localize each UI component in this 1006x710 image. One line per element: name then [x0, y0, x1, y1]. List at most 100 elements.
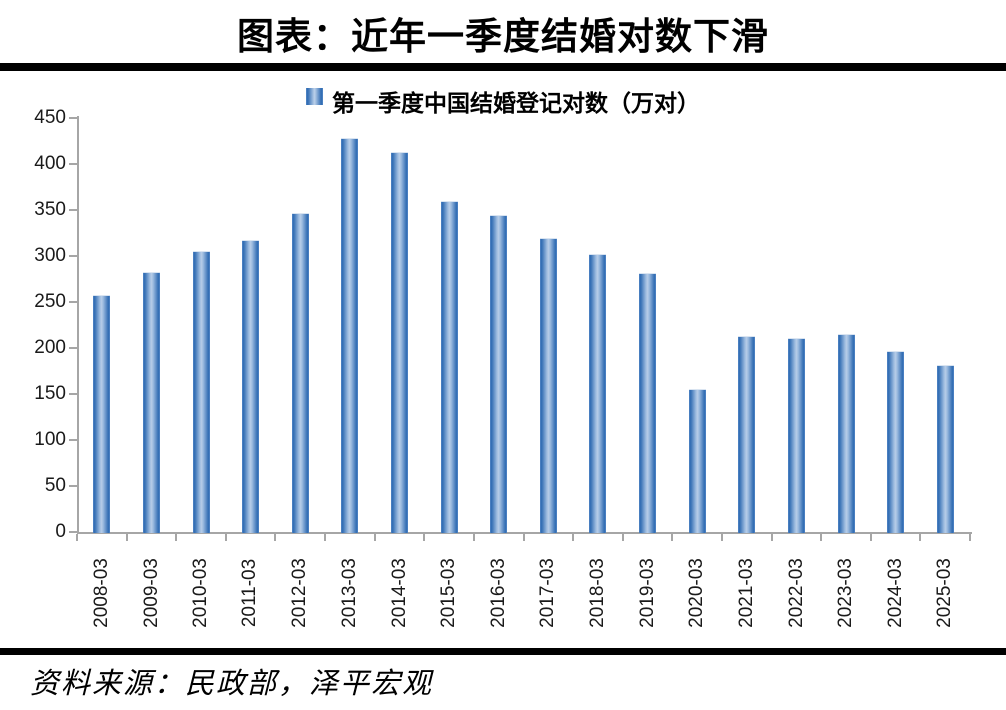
- source-note: 资料来源：民政部，泽平宏观: [30, 668, 434, 700]
- y-tick: [69, 485, 77, 487]
- top-divider: [0, 63, 1006, 71]
- bar-2014-03: [391, 152, 408, 533]
- x-label-text: 2016-03: [487, 558, 509, 628]
- x-tick: [125, 534, 128, 541]
- chart-title: 图表：近年一季度结婚对数下滑: [237, 17, 769, 58]
- x-label-text: 2021-03: [735, 558, 757, 628]
- y-tick: [69, 439, 77, 441]
- x-tick: [621, 534, 624, 541]
- y-tick-label: 400: [34, 153, 66, 174]
- bar-2013-03: [341, 138, 359, 533]
- x-label-2020-03: 2020-03: [672, 543, 722, 643]
- y-tick: [69, 255, 77, 257]
- x-tick: [869, 534, 872, 541]
- x-label-text: 2019-03: [636, 558, 658, 628]
- x-tick: [175, 534, 178, 541]
- x-tick: [969, 534, 971, 541]
- x-label-text: 2025-03: [934, 558, 956, 628]
- y-tick: [69, 347, 77, 349]
- x-label-text: 2017-03: [537, 558, 559, 628]
- y-tick-label: 200: [34, 337, 66, 358]
- x-label-text: 2011-03: [239, 558, 261, 628]
- x-label-text: 2018-03: [586, 558, 608, 628]
- bar-2022-03: [787, 338, 805, 533]
- x-tick: [373, 534, 376, 541]
- bar-2017-03: [539, 238, 557, 533]
- bar-2023-03: [837, 334, 855, 533]
- x-label-2019-03: 2019-03: [623, 543, 673, 643]
- x-tick: [770, 534, 773, 541]
- x-tick: [522, 534, 525, 541]
- x-tick: [423, 534, 426, 541]
- x-label-2021-03: 2021-03: [722, 543, 772, 643]
- y-tick: [69, 301, 77, 303]
- bar-2008-03: [93, 295, 111, 533]
- y-tick: [69, 209, 77, 211]
- x-label-text: 2013-03: [338, 558, 360, 628]
- x-label-2011-03: 2011-03: [226, 543, 276, 643]
- x-label-2016-03: 2016-03: [474, 543, 524, 643]
- x-tick: [274, 534, 277, 541]
- x-label-2010-03: 2010-03: [176, 543, 226, 643]
- x-label-2022-03: 2022-03: [772, 543, 822, 643]
- x-label-2024-03: 2024-03: [871, 543, 921, 643]
- x-label-2008-03: 2008-03: [77, 543, 127, 643]
- x-label-2012-03: 2012-03: [275, 543, 325, 643]
- x-label-text: 2014-03: [388, 558, 410, 628]
- x-label-text: 2022-03: [785, 558, 807, 628]
- x-label-2009-03: 2009-03: [127, 543, 177, 643]
- y-axis: [77, 116, 79, 534]
- x-label-2015-03: 2015-03: [424, 543, 474, 643]
- x-label-text: 2020-03: [686, 558, 708, 628]
- y-tick: [69, 531, 77, 533]
- x-label-2014-03: 2014-03: [375, 543, 425, 643]
- bar-2011-03: [242, 240, 260, 533]
- x-tick: [572, 534, 575, 541]
- x-tick: [472, 534, 475, 541]
- bar-2012-03: [291, 213, 309, 533]
- bar-chart: 0 50 100 150 200 250 300 350 400 450 2008-03 2009-0…: [34, 107, 972, 643]
- x-label-text: 2008-03: [90, 558, 112, 628]
- x-tick: [671, 534, 674, 541]
- x-tick: [919, 534, 922, 541]
- bar-2018-03: [589, 254, 607, 533]
- y-tick-label: 350: [34, 199, 66, 220]
- x-axis: [77, 532, 972, 534]
- legend: 第一季度中国结婚登记对数（万对）: [0, 84, 1006, 118]
- y-tick-label: 150: [34, 383, 66, 404]
- bar-2019-03: [639, 273, 656, 533]
- x-label-text: 2015-03: [438, 558, 460, 628]
- x-label-2017-03: 2017-03: [524, 543, 574, 643]
- y-tick-label: 450: [34, 107, 66, 128]
- bar-2009-03: [142, 272, 160, 533]
- y-tick-label: 100: [34, 429, 66, 450]
- y-tick: [69, 393, 77, 395]
- bar-2016-03: [490, 215, 508, 533]
- bar-2010-03: [192, 251, 210, 533]
- x-label-text: 2024-03: [884, 558, 906, 628]
- y-tick-label: 0: [55, 521, 66, 542]
- legend-marker-icon: [306, 88, 323, 105]
- bottom-divider: [0, 648, 1006, 655]
- x-label-2023-03: 2023-03: [821, 543, 871, 643]
- x-label-2013-03: 2013-03: [325, 543, 375, 643]
- legend-label: 第一季度中国结婚登记对数（万对）: [332, 91, 700, 116]
- x-label-text: 2010-03: [189, 558, 211, 628]
- bar-2020-03: [688, 389, 706, 533]
- bar-2025-03: [936, 365, 954, 533]
- x-label-text: 2012-03: [289, 558, 311, 628]
- x-label-text: 2009-03: [140, 558, 162, 628]
- x-tick: [76, 534, 78, 541]
- x-tick: [820, 534, 823, 541]
- x-tick: [324, 534, 327, 541]
- y-tick-label: 300: [34, 245, 66, 266]
- bar-2015-03: [440, 201, 458, 533]
- y-tick: [69, 163, 77, 165]
- x-label-2018-03: 2018-03: [573, 543, 623, 643]
- y-tick: [69, 117, 77, 119]
- y-tick-label: 250: [34, 291, 66, 312]
- x-tick: [224, 534, 227, 541]
- x-label-text: 2023-03: [834, 558, 856, 628]
- y-tick-label: 50: [44, 475, 66, 496]
